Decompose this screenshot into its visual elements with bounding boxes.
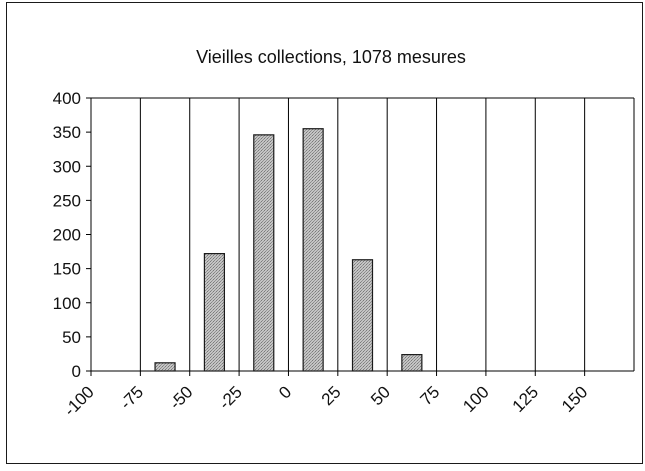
x-tick-label: 150 (558, 382, 591, 415)
y-tick-label: 200 (53, 226, 81, 245)
x-tick-label: -100 (60, 382, 97, 419)
outer-border (6, 2, 643, 464)
x-tick-label: -25 (215, 382, 246, 413)
histogram-bar (351, 259, 374, 372)
histogram-bar (302, 128, 324, 372)
y-tick-label: 150 (53, 260, 81, 279)
x-tick-label: 25 (318, 382, 345, 409)
x-tick-label: -75 (116, 382, 147, 413)
chart-title: Vieilles collections, 1078 mesures (196, 47, 466, 67)
y-tick-label: 100 (53, 294, 81, 313)
x-tick-label: 0 (275, 382, 295, 402)
histogram-bar (203, 253, 226, 372)
x-tick-label: -50 (166, 382, 197, 413)
x-tick-label: 100 (459, 382, 492, 415)
x-tick-label: 125 (509, 382, 542, 415)
y-tick-label: 0 (72, 362, 81, 381)
x-tick-label: 50 (367, 382, 394, 409)
x-tick-label: 75 (417, 382, 444, 409)
histogram-bar (401, 354, 423, 372)
y-tick-label: 400 (53, 89, 81, 108)
y-tick-label: 350 (53, 123, 81, 142)
histogram-bar (253, 134, 275, 372)
histogram-bar (154, 362, 176, 372)
y-tick-label: 50 (62, 328, 81, 347)
y-tick-label: 300 (53, 157, 81, 176)
y-tick-label: 250 (53, 191, 81, 210)
